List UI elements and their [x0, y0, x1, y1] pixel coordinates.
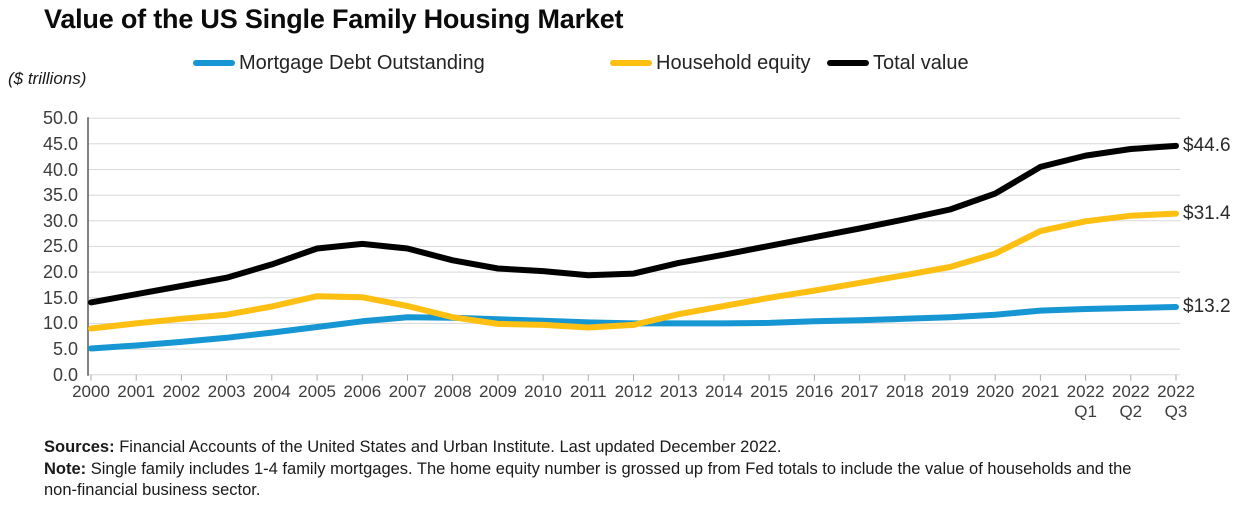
legend-item-total-value: Total value: [827, 51, 969, 75]
y-axis-tick-label: 15.0: [42, 287, 78, 308]
x-axis-tick-label: 2007: [388, 382, 427, 401]
legend-swatch-household-equity: [610, 60, 652, 66]
y-axis-tick-label: 50.0: [42, 108, 78, 129]
legend-item-mortgage-debt-outstanding: Mortgage Debt Outstanding: [193, 51, 485, 75]
footnotes: Sources: Financial Accounts of the Unite…: [44, 437, 1152, 502]
sources-label: Sources:: [44, 438, 115, 456]
series-line-household-equity: [88, 210, 1179, 332]
x-axis-tick-label: 2021: [1021, 382, 1060, 401]
x-axis-tick-label: 2019: [931, 382, 969, 401]
x-axis-tick-label: 2018: [885, 382, 924, 401]
sources-text: Financial Accounts of the United States …: [114, 438, 782, 456]
x-axis-tick-label: 2022 Q1: [1056, 382, 1116, 422]
legend-swatch-total-value: [827, 60, 869, 66]
x-axis-tick-label: 2014: [704, 382, 743, 401]
y-axis-tick-label: 45.0: [42, 133, 78, 154]
y-axis-tick-label: 40.0: [42, 159, 78, 180]
x-axis-tick-label: 2009: [478, 382, 517, 401]
x-axis-tick-label-quarter: Q2: [1119, 402, 1143, 421]
legend-label: Household equity: [656, 51, 811, 74]
x-axis-tick-label: 2001: [117, 382, 156, 401]
x-axis-tick-label: 2005: [298, 382, 336, 401]
x-axis-tick-label: 2015: [750, 382, 788, 401]
x-axis-tick-label: 2002: [162, 382, 201, 401]
note: Note: Single family includes 1-4 family …: [44, 459, 1152, 502]
y-axis-unit-label: ($ trillions): [8, 69, 87, 88]
x-axis-tick-label-quarter: Q1: [1074, 402, 1097, 421]
y-axis-tick-label: 25.0: [42, 236, 78, 257]
y-axis-tick-label: 5.0: [52, 339, 78, 360]
x-axis-tick-label: 2020: [976, 382, 1015, 401]
x-axis-tick-label: 2022 Q3: [1146, 382, 1206, 422]
legend-swatch-mortgage-debt-outstanding: [193, 60, 235, 66]
end-value-label-household-equity: $31.4: [1183, 202, 1231, 224]
end-value-label-mortgage-debt-outstanding: $13.2: [1183, 296, 1231, 317]
end-value-label-total-value: $44.6: [1183, 134, 1231, 156]
x-axis-tick-label: 2012: [614, 382, 653, 401]
x-axis-tick-label-quarter: Q3: [1164, 402, 1188, 421]
x-axis-tick-label: 2017: [840, 382, 879, 401]
x-axis-tick-label: 2000: [72, 382, 110, 401]
legend: Mortgage Debt Outstanding Household equit…: [0, 51, 1257, 75]
x-axis-tick-label: 2006: [343, 382, 382, 401]
chart-title: Value of the US Single Family Housing Ma…: [44, 4, 624, 34]
y-axis-tick-label: 0.0: [52, 364, 78, 385]
series-line-total-value: [88, 142, 1179, 306]
note-label: Note:: [44, 459, 87, 478]
legend-item-household-equity: Household equity: [610, 51, 811, 75]
sources-note: Sources: Financial Accounts of the Unite…: [44, 437, 1152, 459]
y-axis-tick-label: 10.0: [42, 313, 78, 334]
x-axis-tick-label: 2010: [524, 382, 562, 401]
y-axis-tick-label: 30.0: [42, 210, 78, 231]
x-axis-tick-label: 2003: [207, 382, 246, 401]
y-axis-tick-label: 20.0: [42, 262, 78, 283]
legend-label: Mortgage Debt Outstanding: [239, 51, 485, 74]
x-axis-tick-label: 2004: [252, 382, 291, 401]
legend-label: Total value: [873, 51, 969, 74]
x-axis-tick-label: 2022 Q2: [1101, 382, 1161, 422]
x-axis-tick-label: 2016: [795, 382, 834, 401]
x-axis-tick-label: 2008: [433, 382, 472, 401]
x-axis-tick-label: 2011: [570, 382, 607, 401]
x-axis-tick-label: 2013: [659, 382, 698, 401]
note-text: Single family includes 1-4 family mortga…: [44, 459, 1132, 500]
y-axis-tick-label: 35.0: [42, 185, 78, 206]
